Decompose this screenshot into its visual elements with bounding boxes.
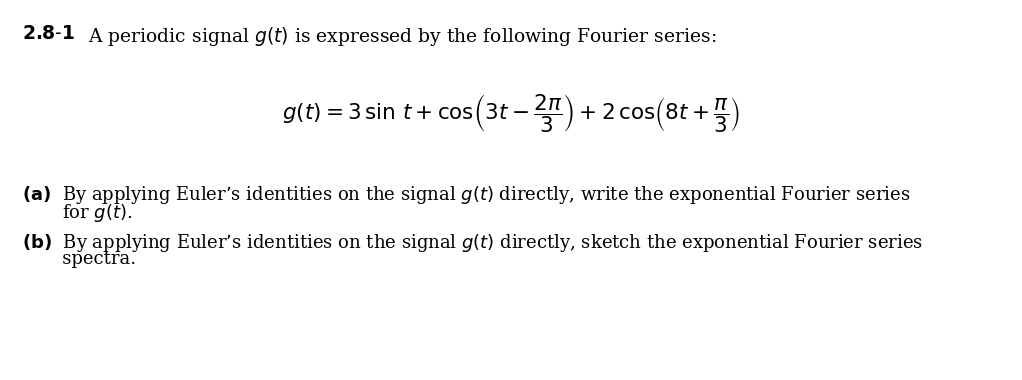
Text: $\mathbf{2.8\text{-}1}$: $\mathbf{2.8\text{-}1}$ — [22, 25, 76, 43]
Text: A periodic signal $g(t)$ is expressed by the following Fourier series:: A periodic signal $g(t)$ is expressed by… — [88, 25, 716, 48]
Text: $\mathbf{(a)}$  By applying Euler’s identities on the signal $g(t)$ directly, wr: $\mathbf{(a)}$ By applying Euler’s ident… — [22, 184, 911, 206]
Text: spectra.: spectra. — [22, 250, 136, 268]
Text: $\mathbf{(b)}$  By applying Euler’s identities on the signal $g(t)$ directly, sk: $\mathbf{(b)}$ By applying Euler’s ident… — [22, 232, 923, 254]
Text: for $g(t)$.: for $g(t)$. — [22, 202, 133, 224]
Text: $g(t) = 3\,\sin\,t + \cos\!\left(3t - \dfrac{2\pi}{3}\right)+ 2\,\cos\!\left(8t : $g(t) = 3\,\sin\,t + \cos\!\left(3t - \d… — [282, 92, 740, 135]
